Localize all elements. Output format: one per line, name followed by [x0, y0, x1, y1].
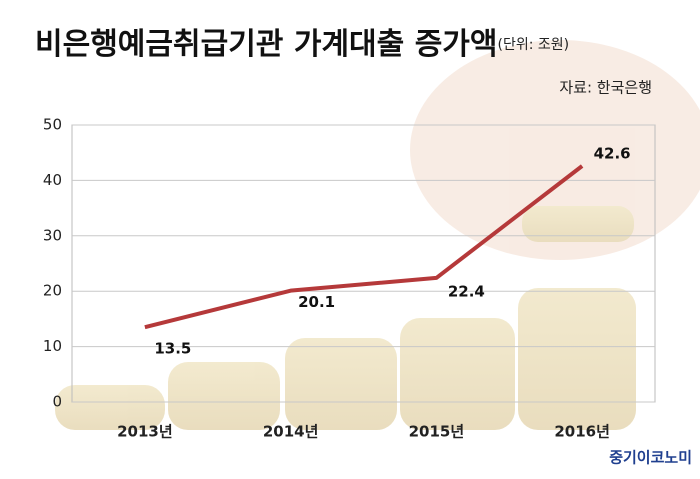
y-tick-label: 10	[43, 337, 62, 355]
data-line	[144, 164, 584, 330]
chart-subtitle: (단위: 조원)	[498, 37, 570, 53]
source-note: 자료: 한국은행	[559, 79, 652, 97]
x-tick-label: 2013년	[117, 423, 173, 441]
y-tick-label: 50	[43, 116, 62, 134]
x-tick-label: 2014년	[263, 423, 319, 441]
y-tick-label: 20	[43, 282, 62, 300]
chart-title: 비은행예금취급기관 가계대출 증가액	[35, 27, 498, 62]
y-tick-label: 40	[43, 171, 62, 189]
y-tick-label: 30	[43, 226, 62, 244]
background-decor	[55, 40, 700, 430]
data-label: 42.6	[594, 144, 631, 162]
watermark: 중기이코노미	[609, 449, 692, 467]
x-tick-label: 2016년	[554, 423, 610, 441]
chart-title-group: 비은행예금취급기관 가계대출 증가액(단위: 조원)	[35, 27, 569, 62]
y-tick-label: 0	[52, 393, 62, 411]
data-label: 22.4	[448, 282, 485, 300]
data-label: 20.1	[298, 293, 335, 311]
data-label: 13.5	[154, 340, 191, 358]
x-tick-label: 2015년	[409, 423, 465, 441]
